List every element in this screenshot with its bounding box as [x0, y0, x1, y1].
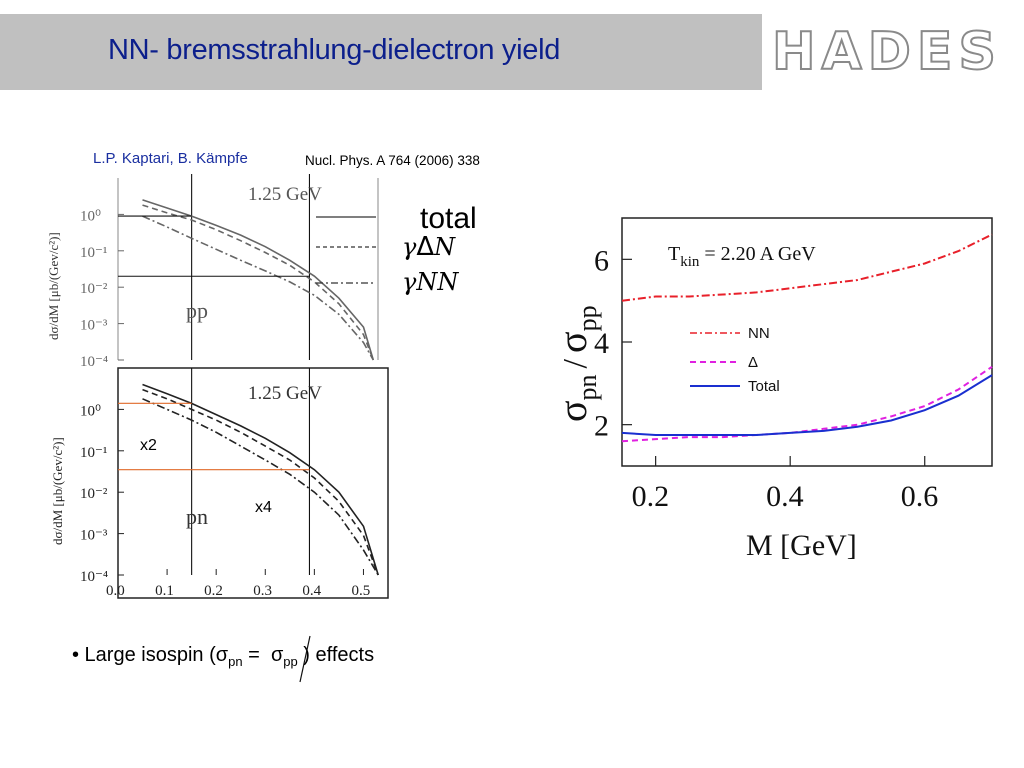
series-solid	[142, 383, 379, 576]
ytick-label: 10⁻⁴	[80, 569, 108, 585]
xtick-label: 0.5	[351, 583, 370, 599]
ratio-legend: NN Δ Total	[690, 325, 780, 395]
bullet-suffix: ) effects	[297, 644, 375, 666]
pn-ylabel: dσ/dM [μb/(Gev/c²)]	[50, 437, 65, 545]
xtick-label: 0.4	[766, 480, 804, 513]
legend-delta-label: γΔN	[402, 232, 455, 262]
legend-gamma: γ	[402, 233, 417, 261]
ytick-label: 10⁻³	[80, 318, 108, 334]
bullet-isospin: • Large isospin (σpn = σpp ) effects	[72, 644, 374, 669]
ytick-label: 2	[594, 410, 609, 443]
legend-lines	[316, 216, 376, 284]
ratio-series-dashed	[621, 365, 993, 443]
ytick-label: 10⁻²	[80, 486, 108, 502]
ytick-label: 10⁻³	[80, 528, 108, 544]
x2-label: x2	[140, 437, 157, 454]
hades-logo: HADES	[771, 21, 1002, 83]
reference-journal: Nucl. Phys. A 764 (2006) 338	[305, 153, 480, 168]
logo-box: HADES	[762, 14, 1024, 90]
x4-label: x4	[255, 499, 272, 516]
ytick-label: 6	[594, 244, 609, 277]
ytick-label: 10⁻¹	[80, 445, 107, 461]
legend-n: N	[434, 233, 456, 261]
legend-nn-label: γNN	[402, 268, 459, 296]
pn-panel-label: pn	[186, 504, 208, 529]
xtick-label: 0.3	[253, 583, 272, 599]
ytick-label: 4	[594, 327, 609, 360]
ratio-series-solid	[621, 374, 993, 436]
ytick-label: 10⁻²	[80, 281, 108, 297]
xtick-label: 0.1	[155, 583, 174, 599]
not-equal-slash	[299, 635, 311, 683]
legend-total-text: Total	[748, 378, 780, 395]
legend-nn-text: NN	[748, 325, 770, 342]
bullet-pp: pp	[283, 654, 298, 669]
bullet-eq: =	[248, 644, 260, 666]
pn-energy-label: 1.25 GeV	[248, 383, 322, 404]
legend-delta-text: Δ	[748, 354, 758, 371]
left-charts: 10⁰ 10⁻¹ 10⁻² 10⁻³ 10⁻⁴ 1.25 GeV pp dσ/dM [μ…	[46, 174, 389, 599]
ratio-chart: 0.2 0.4 0.6 2 4 6 Tkin = 2.20 A GeV NN Δ Tota…	[550, 217, 993, 562]
xtick-label: 0.0	[106, 583, 125, 599]
xtick-label: 0.6	[901, 480, 939, 513]
ytick-label: 10⁻⁴	[80, 354, 108, 370]
bullet-sigma-pp: σ	[270, 644, 284, 666]
bullet-pn: pn	[228, 654, 243, 669]
bullet-sigma-pn: σ	[215, 644, 229, 666]
series-dash-dot	[142, 215, 374, 361]
reference-authors: L.P. Kaptari, B. Kämpfe	[93, 150, 248, 167]
series-dash-dot	[142, 398, 379, 576]
series-dashed	[142, 204, 375, 361]
pp-panel-label: pp	[186, 298, 208, 323]
xtick-label: 0.2	[632, 480, 670, 513]
ratio-annotation: Tkin = 2.20 A GeV	[668, 243, 816, 270]
pp-ylabel: dσ/dM [μb/(Gev/c²)]	[46, 232, 61, 340]
bullet-prefix: • Large isospin (	[72, 644, 216, 666]
xtick-label: 0.4	[302, 583, 321, 599]
series-dashed	[142, 388, 379, 576]
pp-panel: 10⁰ 10⁻¹ 10⁻² 10⁻³ 10⁻⁴ 1.25 GeV pp dσ/dM [μ…	[46, 174, 379, 370]
ratio-series-dash-dot	[621, 233, 993, 302]
xtick-label: 0.2	[204, 583, 223, 599]
pp-energy-label: 1.25 GeV	[248, 184, 322, 205]
series-solid	[142, 199, 375, 361]
legend-total: total	[420, 202, 477, 235]
ytick-label: 10⁰	[80, 208, 101, 224]
legend-delta-symbol: Δ	[416, 232, 435, 262]
ytick-label: 10⁰	[80, 403, 101, 419]
ratio-xlabel: M [GeV]	[746, 529, 857, 562]
ytick-label: 10⁻¹	[80, 245, 107, 261]
ratio-ylabel: σpn/σpp	[550, 305, 602, 422]
pn-panel: 10⁰ 10⁻¹ 10⁻² 10⁻³ 10⁻⁴0.0 0.1 0.2 0.3 0.4 0.5 1.…	[50, 367, 389, 599]
page-title: NN- bremsstrahlung-dielectron yield	[108, 34, 561, 66]
